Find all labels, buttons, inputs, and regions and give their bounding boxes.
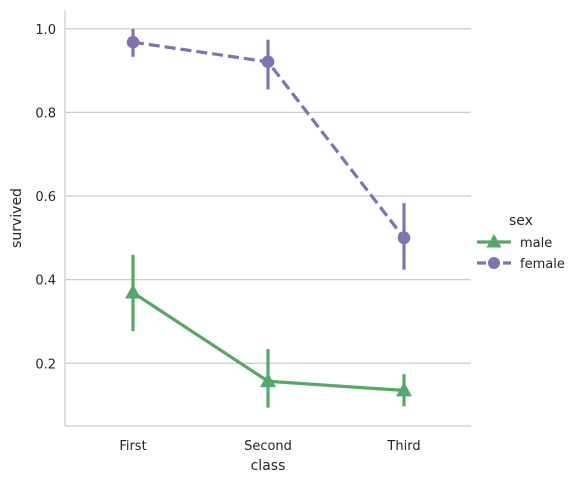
- series-male: [125, 255, 412, 408]
- x-tick-label: Second: [244, 439, 292, 454]
- y-axis-label: survived: [9, 188, 25, 248]
- series-female: [126, 28, 411, 270]
- data-point-female: [397, 231, 411, 245]
- y-tick-label: 0.2: [35, 357, 56, 372]
- legend-item-female: female: [477, 257, 565, 272]
- x-tick-label: First: [119, 439, 146, 454]
- series-layer: [125, 28, 412, 408]
- data-point-male: [125, 284, 141, 299]
- data-point-female: [126, 35, 140, 49]
- legend-label-female: female: [520, 257, 565, 272]
- legend-item-male: male: [477, 233, 552, 251]
- y-tick-label: 0.6: [35, 190, 56, 205]
- y-tick-labels: 0.2 0.4 0.6 0.8 1.0: [35, 23, 56, 372]
- y-tick-label: 1.0: [35, 23, 56, 38]
- legend-items: male female: [477, 233, 565, 272]
- y-tick-label: 0.8: [35, 106, 56, 121]
- legend-title: sex: [509, 213, 533, 229]
- x-axis-label: class: [251, 458, 286, 474]
- data-point-male: [260, 372, 276, 388]
- x-tick-label: Third: [386, 439, 420, 454]
- data-point-female: [261, 55, 275, 69]
- x-tick-labels: First Second Third: [119, 439, 420, 454]
- y-tick-label: 0.4: [35, 274, 56, 289]
- legend-marker-female: [488, 257, 500, 269]
- legend-marker-male: [486, 233, 502, 248]
- legend-label-male: male: [520, 236, 552, 251]
- data-point-male: [396, 381, 412, 397]
- legend: sex male female: [477, 213, 565, 272]
